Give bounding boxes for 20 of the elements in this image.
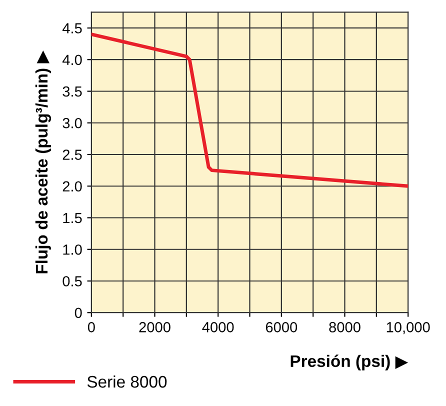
- y-tick-label: 3.5: [62, 86, 82, 97]
- x-tick-label: 2000: [139, 322, 170, 332]
- y-tick-label: 1.0: [63, 244, 82, 255]
- x-axis-title: Presión (psi) ▶: [290, 354, 408, 370]
- y-tick-label: 0: [74, 308, 82, 318]
- y-tick-label: 2.5: [62, 150, 82, 160]
- y-tick-label: 2.0: [62, 181, 82, 192]
- x-tick-label: 0: [88, 322, 95, 332]
- y-tick-label: 0.5: [62, 276, 82, 286]
- x-tick-label: 4000: [202, 322, 234, 332]
- x-tick-label: 10,000: [386, 322, 430, 334]
- y-tick-label: 3.0: [62, 118, 82, 128]
- x-tick-label: 8000: [329, 322, 360, 332]
- y-tick-label: 4.5: [62, 23, 82, 34]
- y-axis-title: Flujo de aceite (pulg³/min) ▶: [35, 50, 52, 274]
- legend-label: Serie 8000: [87, 375, 167, 388]
- y-tick-label: 1.5: [63, 212, 82, 224]
- line-series: [91, 32, 408, 188]
- x-tick-label: 6000: [266, 322, 298, 332]
- y-tick-label: 4.0: [62, 54, 82, 66]
